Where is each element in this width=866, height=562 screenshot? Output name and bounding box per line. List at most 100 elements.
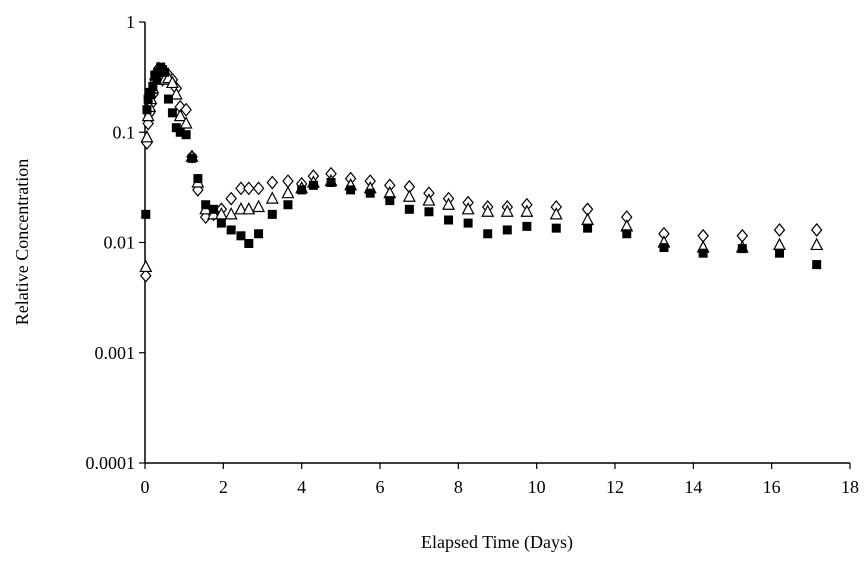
data-point-filled-square (583, 223, 593, 233)
data-point-filled-square (297, 185, 307, 195)
y-tick-label: 0.01 (104, 233, 136, 253)
data-point-open-diamond (697, 228, 709, 243)
y-ticks: 1 0.1 0.01 0.001 0.0001 (86, 12, 145, 473)
data-point-open-triangle (179, 116, 193, 129)
x-tick-label: 2 (219, 477, 228, 497)
data-point-open-diamond (180, 102, 192, 117)
data-point-filled-square (236, 231, 246, 241)
y-tick-label: 0.1 (113, 122, 136, 142)
x-tick-label: 0 (141, 477, 150, 497)
data-point-filled-square (737, 244, 747, 254)
data-point-open-diamond (235, 181, 247, 196)
data-point-filled-square (326, 178, 336, 188)
data-point-open-diamond (225, 191, 237, 206)
data-point-filled-square (171, 123, 181, 133)
x-tick-label: 4 (297, 477, 306, 497)
y-axis-title: Relative Concentration (12, 159, 32, 325)
data-point-open-triangle (224, 207, 238, 220)
data-point-filled-square (164, 94, 173, 104)
data-point-filled-square (522, 221, 532, 231)
data-point-open-triangle (481, 204, 495, 217)
data-point-filled-square (187, 153, 197, 163)
data-point-open-diamond (243, 181, 255, 196)
data-point-open-triangle (442, 197, 456, 210)
data-point-filled-square (160, 67, 170, 77)
data-point-filled-square (308, 180, 318, 190)
data-point-filled-square (404, 204, 414, 214)
data-point-filled-square (365, 188, 375, 198)
data-point-filled-square (444, 215, 454, 225)
x-tick-label: 12 (606, 477, 624, 497)
data-point-open-triangle (242, 202, 256, 215)
data-point-filled-square (283, 200, 293, 210)
data-point-filled-square (812, 260, 822, 270)
data-point-filled-square (775, 248, 784, 258)
data-point-open-triangle (520, 204, 534, 217)
data-point-filled-square (551, 223, 561, 233)
x-tick-label: 6 (376, 477, 385, 497)
data-point-filled-square (346, 185, 356, 195)
x-tick-label: 8 (454, 477, 463, 497)
data-point-filled-square (659, 243, 669, 253)
data-point-open-diamond (282, 174, 294, 189)
data-point-open-diamond (140, 268, 152, 283)
data-point-filled-square (216, 218, 226, 228)
x-tick-label: 14 (684, 477, 702, 497)
data-point-open-triangle (422, 193, 436, 206)
data-point-open-triangle (169, 87, 183, 100)
data-point-filled-square (244, 238, 254, 248)
data-point-filled-square (152, 75, 162, 85)
data-point-filled-square (201, 200, 211, 210)
data-point-filled-square (622, 229, 632, 239)
x-tick-label: 10 (528, 477, 546, 497)
data-point-filled-square (209, 204, 219, 214)
x-tick-label: 18 (841, 477, 859, 497)
data-points (139, 61, 824, 283)
y-tick-label: 0.0001 (86, 453, 136, 473)
data-point-filled-square (226, 225, 236, 235)
data-point-filled-square (463, 218, 473, 228)
data-point-filled-square (502, 225, 512, 235)
data-point-filled-square (175, 127, 185, 137)
data-point-filled-square (254, 229, 264, 239)
data-point-filled-square (142, 105, 152, 115)
data-point-filled-square (146, 89, 156, 99)
data-point-open-triangle (265, 191, 279, 204)
data-point-open-triangle (139, 259, 153, 273)
data-point-filled-square (143, 94, 153, 104)
data-point-open-triangle (140, 130, 154, 143)
data-point-open-triangle (234, 202, 248, 215)
data-point-filled-square (167, 108, 177, 118)
x-tick-label: 16 (763, 477, 781, 497)
series-open-diamond (140, 61, 823, 283)
y-tick-label: 0.001 (95, 343, 136, 363)
data-point-filled-square (148, 81, 158, 91)
data-point-open-triangle (165, 75, 179, 89)
data-point-open-triangle (810, 237, 824, 251)
x-ticks: 0 2 4 6 8 10 12 14 16 18 (141, 463, 859, 497)
data-point-open-triangle (581, 212, 595, 226)
data-point-filled-square (424, 207, 434, 217)
data-point-open-diamond (266, 175, 279, 190)
data-point-open-triangle (461, 202, 475, 215)
y-tick-label: 1 (126, 12, 135, 32)
data-point-open-diamond (810, 223, 823, 237)
data-point-filled-square (181, 130, 191, 140)
series-filled-square (141, 62, 822, 270)
data-point-open-diamond (773, 223, 786, 237)
x-axis-title: Elapsed Time (Days) (421, 532, 573, 553)
data-point-open-triangle (402, 189, 416, 202)
data-point-filled-square (267, 209, 277, 219)
data-point-open-diamond (736, 228, 749, 243)
data-point-filled-square (385, 196, 395, 206)
data-point-open-triangle (173, 108, 187, 122)
data-point-filled-square (483, 229, 493, 239)
data-point-open-triangle (500, 204, 514, 217)
data-point-open-triangle (281, 185, 295, 199)
data-point-filled-square (193, 174, 203, 184)
data-point-open-triangle (549, 207, 563, 220)
data-point-open-triangle (252, 199, 266, 213)
data-point-filled-square (698, 248, 708, 258)
data-point-open-diamond (252, 181, 265, 196)
